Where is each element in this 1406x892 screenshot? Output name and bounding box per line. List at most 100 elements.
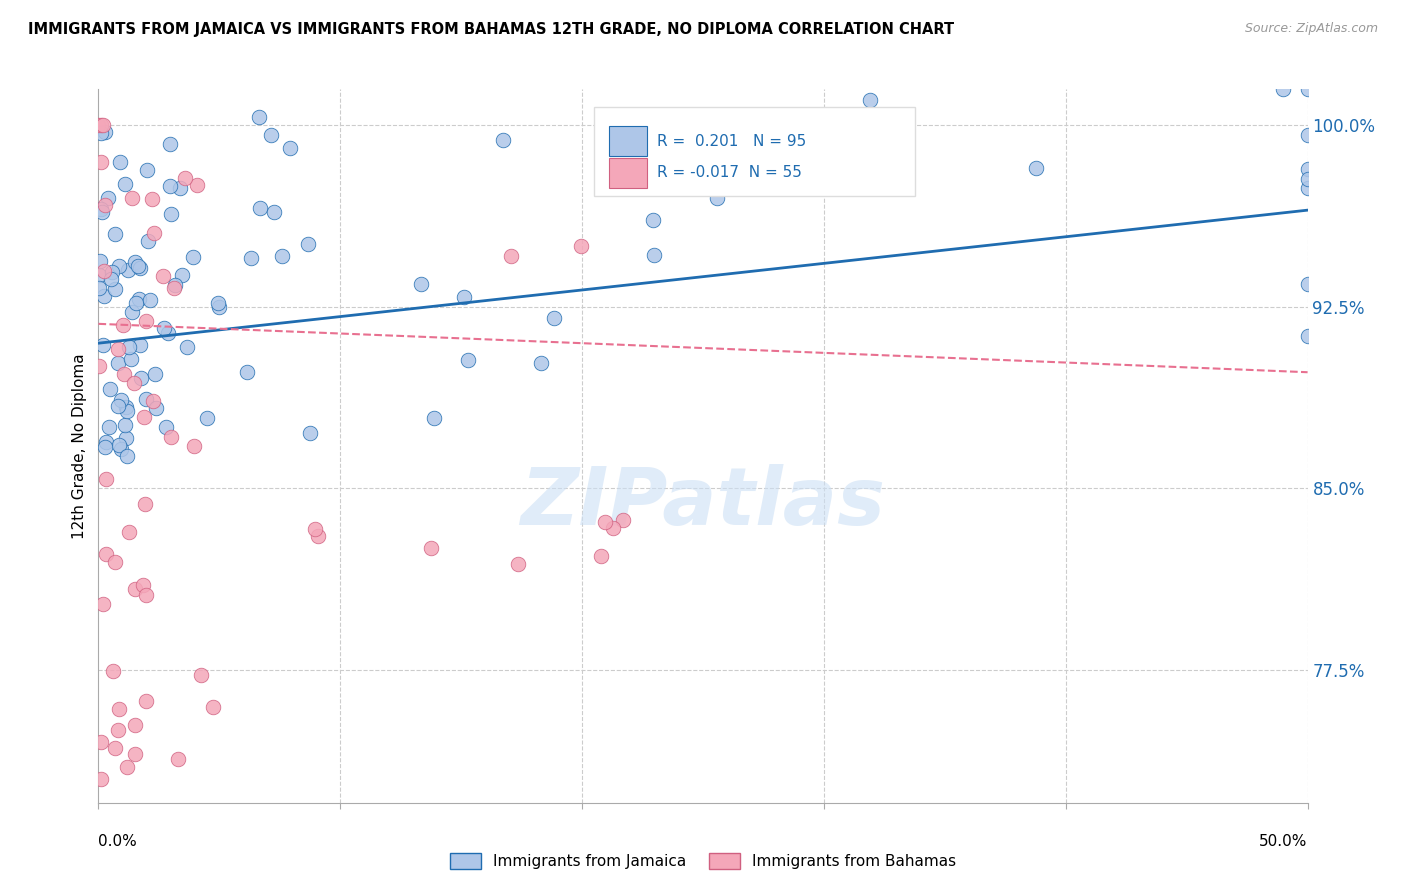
Point xyxy=(591,549,613,563)
Point xyxy=(159,430,181,444)
Point xyxy=(260,128,283,142)
Point xyxy=(107,399,129,413)
Point xyxy=(141,192,163,206)
Point xyxy=(90,154,112,169)
Point xyxy=(91,338,114,352)
Point xyxy=(90,119,112,133)
Point xyxy=(860,115,883,129)
Point xyxy=(134,409,156,424)
Point xyxy=(423,410,446,425)
Point xyxy=(104,227,127,242)
Point xyxy=(117,449,139,463)
Point xyxy=(138,293,160,307)
Point xyxy=(91,119,114,133)
Point xyxy=(297,236,319,251)
Point xyxy=(457,353,479,368)
Point xyxy=(107,342,129,356)
Point xyxy=(159,136,181,151)
Point xyxy=(278,141,301,155)
Point xyxy=(612,513,634,527)
Point xyxy=(117,262,139,277)
Point xyxy=(263,204,285,219)
Point xyxy=(94,472,117,486)
Point xyxy=(124,296,146,310)
Point xyxy=(155,420,177,434)
Point xyxy=(197,410,219,425)
Point xyxy=(706,191,728,205)
Point xyxy=(135,588,157,602)
Point xyxy=(602,520,624,534)
Point xyxy=(90,202,112,216)
Point xyxy=(97,191,120,205)
Point xyxy=(136,163,159,178)
Point xyxy=(121,191,143,205)
Point xyxy=(1296,277,1319,291)
Point xyxy=(202,699,225,714)
Point xyxy=(94,125,117,139)
Point xyxy=(143,368,166,382)
Point xyxy=(115,404,138,418)
Point xyxy=(118,524,141,539)
Point xyxy=(167,751,190,765)
Point xyxy=(129,338,152,352)
Point xyxy=(530,356,553,370)
Point xyxy=(93,289,115,303)
Point xyxy=(135,694,157,708)
Point xyxy=(165,277,187,292)
Text: ZIPatlas: ZIPatlas xyxy=(520,464,886,542)
Point xyxy=(122,376,145,390)
Point xyxy=(117,759,139,773)
Point xyxy=(411,277,433,292)
Point xyxy=(108,260,131,274)
Point xyxy=(176,341,198,355)
Point xyxy=(104,740,127,755)
Point xyxy=(94,547,117,561)
Point xyxy=(111,318,134,333)
Point xyxy=(127,259,149,273)
Legend: Immigrants from Jamaica, Immigrants from Bahamas: Immigrants from Jamaica, Immigrants from… xyxy=(444,847,962,875)
Bar xyxy=(609,127,647,156)
Point xyxy=(453,290,475,304)
Point xyxy=(90,126,112,140)
Point xyxy=(160,206,183,220)
FancyBboxPatch shape xyxy=(595,107,915,196)
Point xyxy=(1296,82,1319,96)
Point xyxy=(124,255,146,269)
Point xyxy=(298,425,321,440)
Point xyxy=(94,434,117,449)
Point xyxy=(249,201,271,215)
Point xyxy=(107,356,129,370)
Text: Source: ZipAtlas.com: Source: ZipAtlas.com xyxy=(1244,22,1378,36)
Point xyxy=(307,529,329,543)
Point xyxy=(156,326,179,341)
Point xyxy=(129,260,152,275)
Point xyxy=(98,382,121,396)
Point xyxy=(270,249,292,263)
Point xyxy=(135,392,157,406)
Point xyxy=(143,226,166,240)
Point xyxy=(100,272,122,286)
Point xyxy=(1296,162,1319,177)
Point xyxy=(87,268,110,283)
Point xyxy=(104,282,127,296)
Point xyxy=(499,249,522,263)
Point xyxy=(593,515,616,529)
Point xyxy=(101,265,124,279)
Point xyxy=(124,582,146,597)
Text: R = -0.017  N = 55: R = -0.017 N = 55 xyxy=(657,165,801,180)
Point xyxy=(108,155,131,169)
Point xyxy=(93,264,115,278)
Point xyxy=(420,541,443,555)
Point xyxy=(183,439,205,453)
Point xyxy=(136,234,159,248)
Point xyxy=(115,401,138,415)
Point xyxy=(190,667,212,681)
Point xyxy=(1025,161,1047,175)
Point xyxy=(153,321,176,335)
Point xyxy=(108,438,131,452)
Point xyxy=(90,772,112,786)
Point xyxy=(173,171,195,186)
Point xyxy=(569,239,592,253)
Point xyxy=(1296,181,1319,195)
Point xyxy=(181,250,204,264)
